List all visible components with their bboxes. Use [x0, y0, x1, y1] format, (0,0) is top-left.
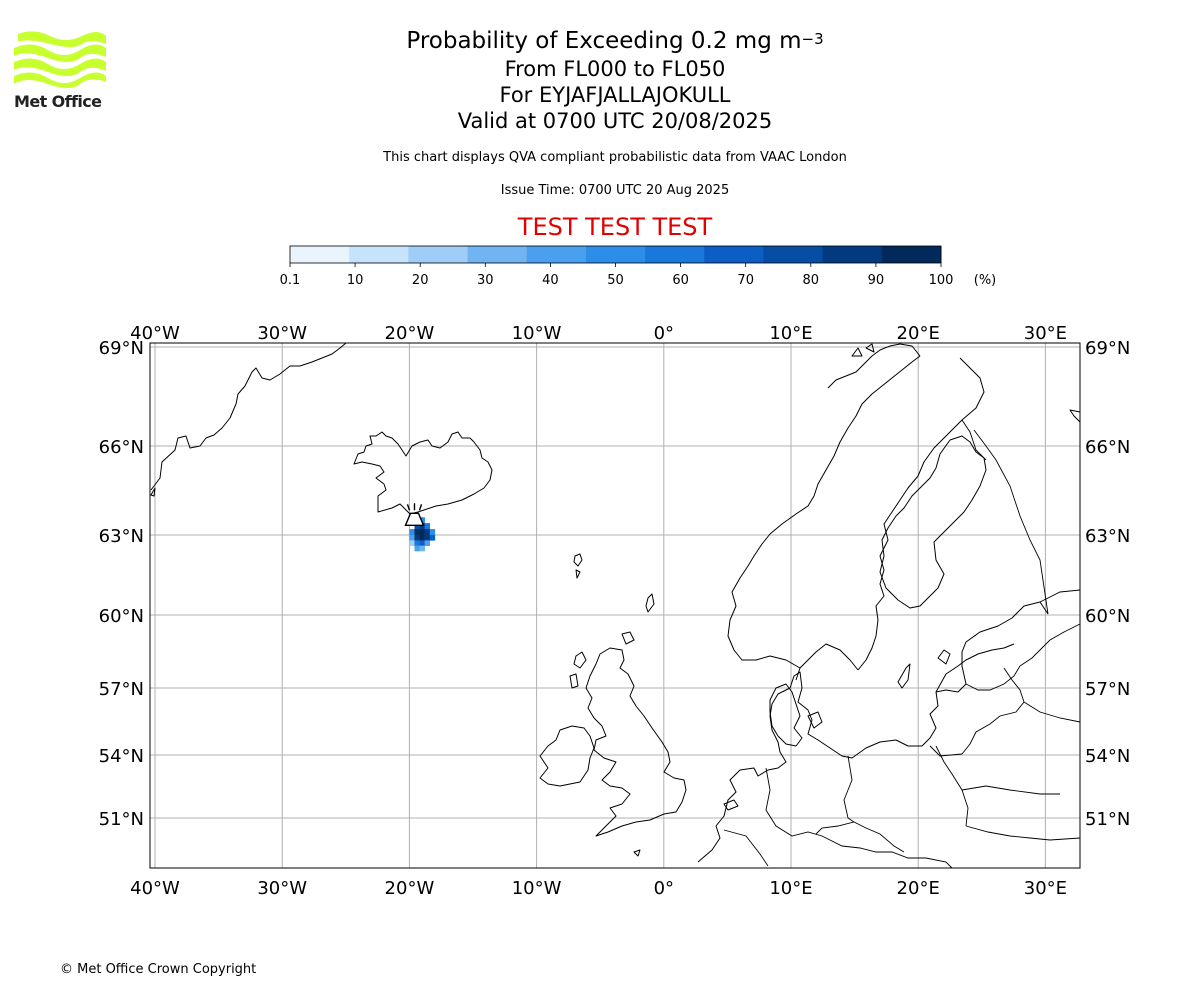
ash-cell — [414, 535, 420, 541]
colorbar: 0.1 10 20 30 40 50 60 70 80 90 100 (%) — [280, 245, 997, 288]
longitude-tick-label: 40°W — [130, 878, 180, 899]
colorbar-segment — [408, 246, 469, 263]
title-volcano: For EYJAFJALLAJOKULL — [499, 83, 731, 107]
longitude-tick-label: 0° — [654, 878, 674, 899]
colorbar-segment — [585, 246, 646, 263]
ash-cell — [414, 540, 420, 546]
ash-cell — [414, 523, 420, 530]
title-valid: Valid at 0700 UTC 20/08/2025 — [457, 109, 773, 133]
longitude-tick-label: 0° — [654, 323, 674, 344]
longitude-tick-label: 10°W — [512, 323, 562, 344]
longitude-tick-label: 10°E — [769, 323, 812, 344]
colorbar-tick-label: 70 — [737, 273, 754, 288]
title-block: Probability of Exceeding 0.2 mg m−3 From… — [265, 26, 965, 200]
longitude-tick-label: 20°W — [385, 323, 435, 344]
colorbar-tick-label: 80 — [803, 273, 820, 288]
colorbar-segment — [881, 246, 942, 263]
ash-cell — [419, 545, 425, 552]
colorbar-segment — [349, 246, 409, 263]
ash-cell — [424, 523, 431, 530]
ash-cell — [419, 529, 425, 536]
colorbar-tick-label: 60 — [672, 273, 689, 288]
latitude-tick-label: 69°N — [99, 338, 144, 359]
ash-cell — [424, 535, 431, 541]
ash-cell — [419, 517, 425, 524]
chart-title: Probability of Exceeding 0.2 mg m−3 — [265, 26, 965, 56]
latitude-tick-label: 54°N — [1085, 746, 1130, 767]
colorbar-unit: (%) — [974, 273, 997, 288]
copyright: © Met Office Crown Copyright — [60, 962, 257, 977]
latitude-tick-label: 51°N — [99, 809, 144, 830]
ash-cell — [419, 540, 425, 546]
longitude-tick-label: 10°W — [512, 878, 562, 899]
longitude-tick-label: 20°E — [897, 323, 940, 344]
ash-cell — [414, 545, 420, 552]
issue-time: Issue Time: 0700 UTC 20 Aug 2025 — [500, 183, 730, 198]
latitude-tick-label: 66°N — [99, 437, 144, 458]
latitude-tick-label: 66°N — [1085, 437, 1130, 458]
colorbar-tick-label: 0.1 — [280, 273, 301, 288]
colorbar-segment — [763, 246, 824, 263]
ash-probability-field — [409, 517, 436, 552]
colorbar-segment — [822, 246, 883, 263]
longitude-tick-label: 30°W — [257, 878, 307, 899]
title-levels: From FL000 to FL050 — [504, 57, 726, 81]
longitude-tick-label: 40°W — [130, 323, 180, 344]
latitude-tick-label: 57°N — [1085, 679, 1130, 700]
ash-cell — [419, 535, 425, 541]
chart-description: This chart displays QVA compliant probab… — [383, 150, 847, 165]
map-frame — [149, 342, 1081, 869]
colorbar-segment — [526, 246, 587, 263]
colorbar-segment — [290, 246, 350, 263]
latitude-tick-label: 63°N — [99, 526, 144, 547]
colorbar-tick-label: 90 — [868, 273, 885, 288]
longitude-tick-label: 20°E — [897, 878, 940, 899]
colorbar-tick-label: 10 — [347, 273, 364, 288]
longitude-tick-label: 10°E — [769, 878, 812, 899]
ash-cell — [424, 529, 431, 536]
longitude-tick-label: 20°W — [385, 878, 435, 899]
test-banner: TEST TEST TEST — [517, 213, 713, 241]
graticule — [150, 343, 1080, 868]
colorbar-tick-label: 100 — [929, 273, 954, 288]
latitude-tick-label: 60°N — [99, 606, 144, 627]
longitude-tick-label: 30°E — [1024, 878, 1067, 899]
ash-cell — [429, 535, 436, 541]
title-main: Probability of Exceeding 0.2 mg m — [406, 28, 802, 54]
longitude-tick-label: 30°W — [257, 323, 307, 344]
logo-text: Met Office — [14, 92, 102, 111]
colorbar-tick-label: 20 — [412, 273, 429, 288]
ash-cell — [409, 535, 415, 541]
ash-cell — [419, 523, 425, 530]
longitude-tick-label: 30°E — [1024, 323, 1067, 344]
colorbar-segment — [645, 246, 705, 263]
title-exponent: −3 — [801, 30, 824, 48]
met-office-wave-icon — [14, 31, 106, 88]
colorbar-tick-label: 30 — [477, 273, 494, 288]
colorbar-tick-label: 50 — [607, 273, 624, 288]
latitude-tick-label: 51°N — [1085, 809, 1130, 830]
ash-cell — [409, 529, 415, 536]
ash-cell — [409, 540, 415, 546]
colorbar-segment — [704, 246, 764, 263]
colorbar-segment — [467, 246, 528, 263]
ash-cell — [429, 529, 436, 536]
latitude-tick-label: 63°N — [1085, 526, 1130, 547]
ash-cell — [414, 529, 420, 536]
ash-cell — [424, 540, 431, 546]
colorbar-tick-label: 40 — [542, 273, 559, 288]
volcano-icon — [404, 503, 425, 527]
latitude-tick-label: 54°N — [99, 746, 144, 767]
coastlines — [150, 342, 1081, 863]
country-borders — [723, 419, 1081, 869]
latitude-tick-label: 57°N — [99, 679, 144, 700]
met-office-logo: Met Office — [14, 30, 109, 112]
latitude-tick-label: 60°N — [1085, 606, 1130, 627]
latitude-tick-label: 69°N — [1085, 338, 1130, 359]
